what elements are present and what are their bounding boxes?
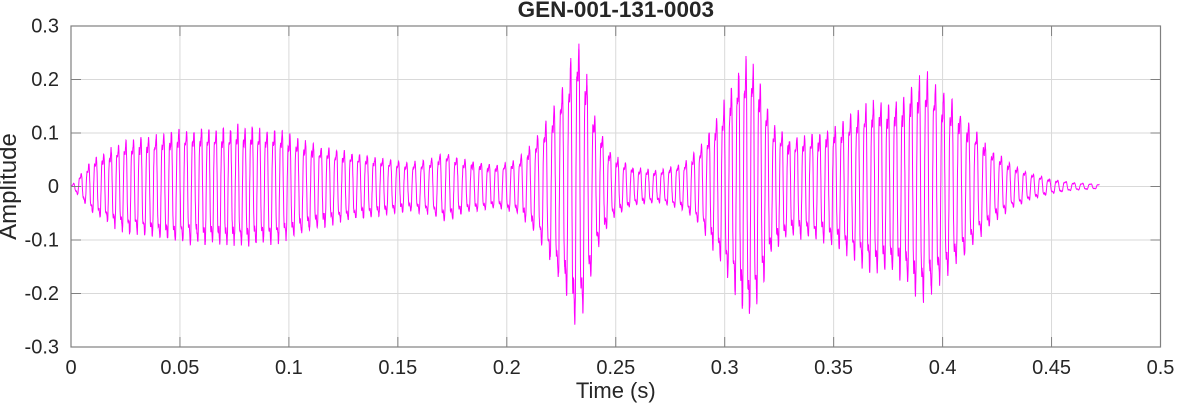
svg-text:-0.2: -0.2 (25, 283, 59, 305)
svg-text:GEN-001-131-0003: GEN-001-131-0003 (518, 0, 714, 22)
svg-text:0: 0 (48, 176, 59, 198)
svg-text:0.4: 0.4 (929, 357, 957, 379)
svg-text:0.3: 0.3 (711, 357, 739, 379)
svg-text:-0.3: -0.3 (25, 337, 59, 359)
svg-text:0.05: 0.05 (160, 357, 199, 379)
svg-text:0.3: 0.3 (31, 16, 59, 38)
svg-text:0.15: 0.15 (378, 357, 417, 379)
svg-text:0.2: 0.2 (493, 357, 521, 379)
svg-text:-0.1: -0.1 (25, 230, 59, 252)
svg-text:0.1: 0.1 (31, 123, 59, 145)
svg-text:Amplitude: Amplitude (0, 133, 22, 240)
svg-text:0.5: 0.5 (1147, 357, 1175, 379)
svg-text:Time (s): Time (s) (576, 378, 656, 403)
svg-text:0: 0 (65, 357, 76, 379)
svg-text:0.25: 0.25 (596, 357, 635, 379)
svg-text:0.2: 0.2 (31, 69, 59, 91)
svg-text:0.35: 0.35 (814, 357, 853, 379)
svg-text:0.45: 0.45 (1032, 357, 1071, 379)
svg-text:0.1: 0.1 (275, 357, 303, 379)
